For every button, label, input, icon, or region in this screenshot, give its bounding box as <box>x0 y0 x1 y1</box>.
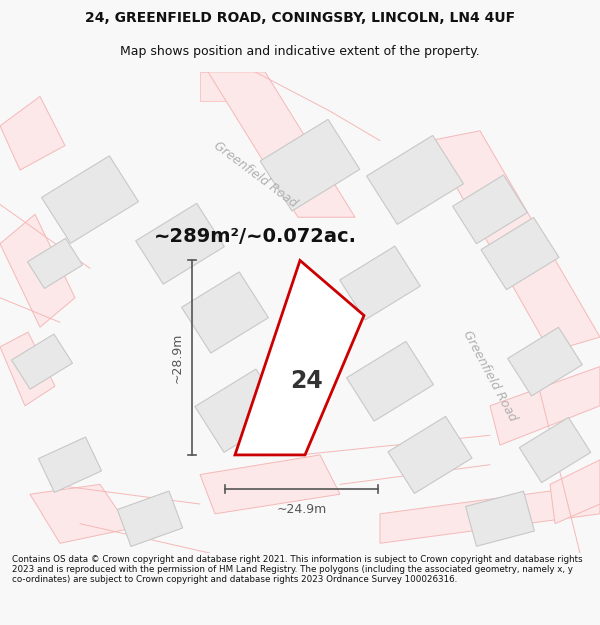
Polygon shape <box>11 334 73 389</box>
Polygon shape <box>41 156 139 243</box>
Polygon shape <box>519 418 591 482</box>
Text: Greenfield Road: Greenfield Road <box>211 139 299 211</box>
Polygon shape <box>235 261 364 455</box>
Text: Contains OS data © Crown copyright and database right 2021. This information is : Contains OS data © Crown copyright and d… <box>12 554 583 584</box>
Polygon shape <box>38 437 101 493</box>
Polygon shape <box>182 272 268 353</box>
Text: ~24.9m: ~24.9m <box>277 503 326 516</box>
Polygon shape <box>367 136 463 224</box>
Polygon shape <box>0 96 65 170</box>
Polygon shape <box>481 217 559 290</box>
Polygon shape <box>347 341 433 421</box>
Polygon shape <box>380 484 600 543</box>
Text: Map shows position and indicative extent of the property.: Map shows position and indicative extent… <box>120 45 480 58</box>
Text: ~289m²/~0.072ac.: ~289m²/~0.072ac. <box>154 228 356 246</box>
Polygon shape <box>28 238 83 288</box>
Polygon shape <box>0 214 75 328</box>
Text: 24, GREENFIELD ROAD, CONINGSBY, LINCOLN, LN4 4UF: 24, GREENFIELD ROAD, CONINGSBY, LINCOLN,… <box>85 11 515 25</box>
Polygon shape <box>466 491 535 546</box>
Polygon shape <box>550 460 600 524</box>
Polygon shape <box>195 369 285 452</box>
Polygon shape <box>260 119 360 211</box>
Polygon shape <box>200 455 340 514</box>
Polygon shape <box>388 416 472 493</box>
Polygon shape <box>0 332 55 406</box>
Polygon shape <box>430 131 600 352</box>
Polygon shape <box>118 491 182 546</box>
Polygon shape <box>508 328 583 396</box>
Text: 24: 24 <box>290 369 322 393</box>
Polygon shape <box>452 175 527 244</box>
Polygon shape <box>200 72 260 101</box>
Polygon shape <box>208 72 355 218</box>
Polygon shape <box>30 484 130 543</box>
Polygon shape <box>136 203 224 284</box>
Polygon shape <box>490 366 600 445</box>
Polygon shape <box>340 246 420 320</box>
Text: ~28.9m: ~28.9m <box>171 332 184 383</box>
Text: Greenfield Road: Greenfield Road <box>461 329 520 424</box>
Polygon shape <box>215 72 340 199</box>
